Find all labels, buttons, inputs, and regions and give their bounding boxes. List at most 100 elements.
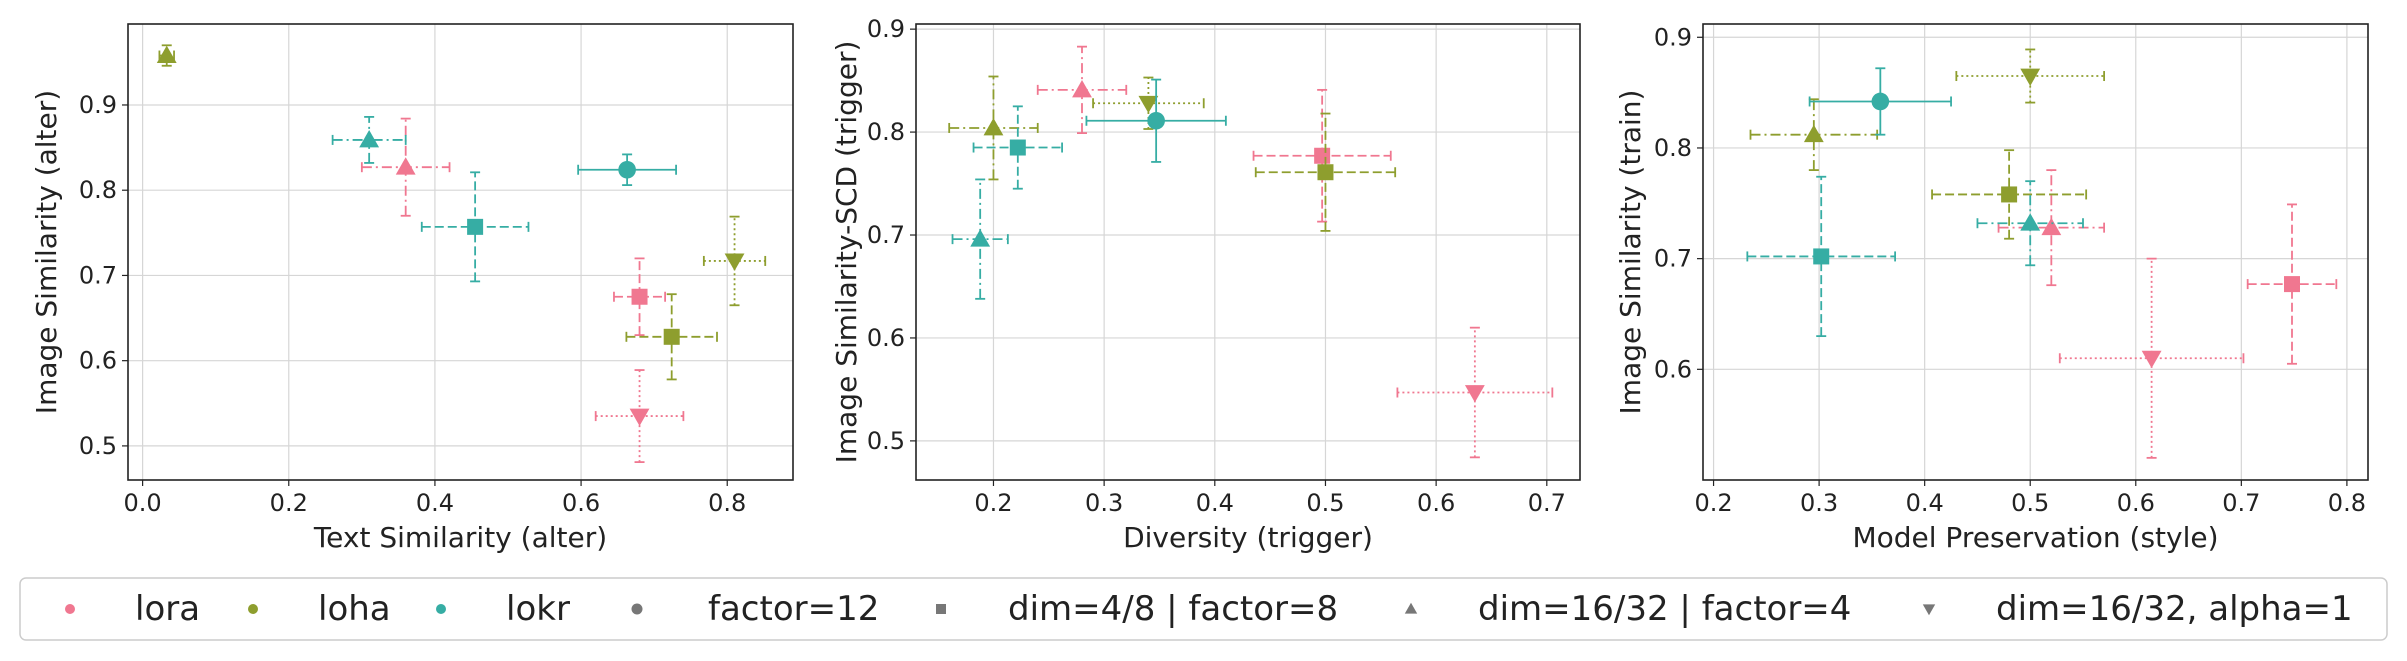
chart-panel-2: 0.2 0.3 0.4 0.5 0.6 0.7 0.5 0.6 0.7 0.8 0.9 Diversi… <box>830 15 1581 554</box>
square-marker <box>1813 248 1830 265</box>
x-axis-label: Model Preservation (style) <box>1852 521 2218 554</box>
x-tick-label-1: 0.3 <box>1085 489 1123 517</box>
legend-label: dim=16/32, alpha=1 <box>1996 589 2353 629</box>
legend-marker <box>436 604 446 614</box>
y-tick-label-2: 0.7 <box>867 221 905 249</box>
y-tick-label-0: 0.6 <box>1654 355 1692 383</box>
legend-label: lora <box>135 589 200 629</box>
legend-marker <box>631 603 643 615</box>
legend-item-lora: lora <box>65 589 200 629</box>
y-tick-label-0: 0.5 <box>79 432 117 460</box>
x-tick-label-4: 0.6 <box>2117 489 2155 517</box>
x-tick-label-4: 0.6 <box>1417 489 1455 517</box>
legend-label: dim=4/8 | factor=8 <box>1008 589 1338 629</box>
legend-marker <box>248 604 258 614</box>
point-loha-triangle-down <box>1955 48 2106 104</box>
legend-marker <box>65 604 75 614</box>
y-tick-label-2: 0.7 <box>79 261 117 289</box>
y-axis-label: Image Similarity (alter) <box>30 90 63 414</box>
x-tick-label-3: 0.5 <box>2011 489 2049 517</box>
plot-frame <box>915 23 1581 481</box>
square-marker <box>1314 147 1331 164</box>
triangle-down-marker <box>629 408 650 426</box>
point-lora-triangle-up <box>1036 45 1128 135</box>
triangle-up-marker <box>1072 79 1092 98</box>
triangle-down-marker <box>2141 350 2162 369</box>
y-axis-label: Image Similarity-SCD (trigger) <box>830 41 863 464</box>
square-marker <box>2001 186 2018 203</box>
y-tick-label-1: 0.6 <box>867 324 905 352</box>
point-lokr-triangle-up <box>331 116 407 164</box>
x-axis-label: Text Similarity (alter) <box>313 521 607 554</box>
plot-frame <box>1702 23 2369 481</box>
y-axis-label: Image Similarity (train) <box>1614 90 1647 415</box>
point-lora-triangle-down <box>1396 326 1554 459</box>
legend-label: factor=12 <box>708 589 879 629</box>
legend-label: dim=16/32 | factor=4 <box>1478 589 1851 629</box>
point-lokr-square <box>420 171 530 283</box>
point-lora-square <box>2246 203 2338 365</box>
triangle-up-marker <box>395 157 416 175</box>
point-lora-square <box>613 257 667 337</box>
square-marker <box>1317 164 1334 181</box>
x-tick-label-4: 0.8 <box>708 489 746 517</box>
triangle-down-marker <box>724 253 745 271</box>
point-loha-square <box>625 293 718 381</box>
legend-item-dim-16-32-alpha-1: dim=16/32, alpha=1 <box>1922 589 2353 629</box>
legend-frame <box>19 577 2388 641</box>
x-tick-label-1: 0.3 <box>1800 489 1838 517</box>
square-marker <box>2284 276 2300 293</box>
y-tick-label-1: 0.7 <box>1654 245 1692 273</box>
triangle-up-marker <box>1803 124 1824 143</box>
x-tick-label-0: 0.0 <box>124 489 162 517</box>
legend-label: loha <box>318 589 391 629</box>
triangle-up-marker <box>2020 213 2041 231</box>
triangle-down-marker <box>2020 68 2041 86</box>
legend-item-loha: loha <box>248 589 391 629</box>
y-tick-label-3: 0.8 <box>867 118 905 146</box>
point-loha-triangle-down <box>702 215 767 307</box>
triangle-up-marker <box>359 129 380 148</box>
point-lokr-square <box>972 105 1063 190</box>
point-loha-triangle-up <box>948 75 1039 181</box>
square-marker <box>467 218 484 235</box>
x-tick-label-3: 0.5 <box>1306 489 1344 517</box>
point-loha-triangle-down <box>1092 76 1205 130</box>
y-tick-label-3: 0.9 <box>1654 23 1692 51</box>
triangle-up-marker <box>156 45 177 63</box>
triangle-down-marker <box>1138 95 1159 114</box>
x-tick-label-5: 0.7 <box>2222 489 2260 517</box>
x-tick-label-0: 0.2 <box>1694 489 1732 517</box>
triangle-up-marker <box>970 229 991 247</box>
x-tick-label-6: 0.8 <box>2328 489 2366 517</box>
legend-marker <box>1922 604 1936 616</box>
circle-marker <box>618 160 636 179</box>
chart-panel-1: 0.0 0.2 0.4 0.6 0.8 0.5 0.6 0.7 0.8 0.9 Text Simil… <box>30 23 794 554</box>
point-lokr-square <box>1746 175 1897 338</box>
x-tick-label-2: 0.4 <box>416 489 454 517</box>
x-tick-label-0: 0.2 <box>974 489 1012 517</box>
point-lora-triangle-down <box>2058 257 2245 459</box>
circle-marker <box>1147 111 1165 130</box>
point-lokr-circle <box>1085 78 1227 163</box>
square-marker <box>1009 139 1026 156</box>
legend-item-lokr: lokr <box>436 589 570 629</box>
x-tick-label-5: 0.7 <box>1528 489 1566 517</box>
square-marker <box>631 288 648 305</box>
legend-item-factor-12: factor=12 <box>631 589 879 629</box>
point-lora-triangle-up <box>360 117 451 217</box>
point-lora-triangle-down <box>594 369 685 464</box>
point-loha-triangle-up <box>1749 98 1879 171</box>
y-tick-label-4: 0.9 <box>79 91 117 119</box>
legend-marker <box>1404 602 1418 614</box>
legend-marker <box>936 604 946 614</box>
x-tick-label-3: 0.6 <box>562 489 600 517</box>
point-lora-triangle-up <box>1997 169 2106 287</box>
square-marker <box>663 328 680 345</box>
x-axis-label: Diversity (trigger) <box>1123 521 1373 554</box>
triangle-up-marker <box>2041 217 2062 236</box>
chart-panel-3: 0.2 0.3 0.4 0.5 0.6 0.7 0.8 0.6 0.7 0.8 0.9 Model P… <box>1614 23 2369 554</box>
y-tick-label-1: 0.6 <box>79 347 117 375</box>
